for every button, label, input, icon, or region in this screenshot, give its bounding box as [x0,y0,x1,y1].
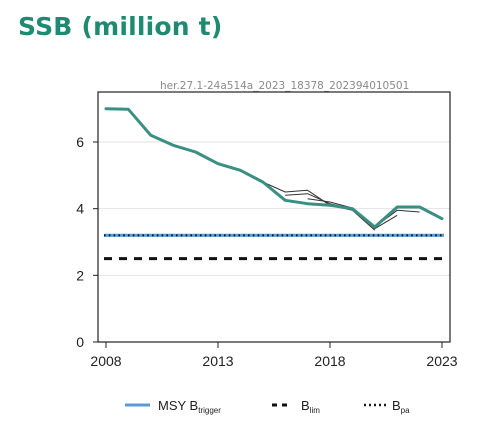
grid-lines [98,141,450,276]
y-axis-ticks: 0 2 4 6 [76,134,98,350]
series-lines [104,107,444,231]
ssb-series-line [104,107,444,229]
y-tick-label: 2 [76,267,84,283]
retro-series-line-1 [262,181,376,231]
legend: MSY Btrigger Blim Bpa [125,398,410,415]
reference-lines [104,233,444,261]
x-tick-label: 2008 [90,353,121,369]
x-tick-label: 2018 [314,353,345,369]
legend-msy-label: MSY Btrigger [158,398,221,415]
x-axis-ticks: 2008 2013 2018 2023 [90,342,458,369]
y-tick-label: 4 [76,201,84,217]
x-tick-label: 2013 [202,353,233,369]
plot-frame [97,91,451,343]
retro-series-line-3 [307,198,420,228]
legend-msy-subscript: trigger [198,406,221,415]
y-tick-label: 6 [76,134,84,150]
chart-title: SSB (million t) [18,12,223,41]
y-tick-label: 0 [76,334,84,350]
legend-bpa-subscript: pa [401,406,410,415]
x-tick-label: 2023 [426,353,457,369]
legend-blim-subscript: lim [310,406,321,415]
stock-code-label: her.27.1-24a514a_2023_18378_202394010501 [160,80,410,92]
legend-bpa-label: Bpa [392,398,410,415]
legend-blim-label: Blim [301,398,320,415]
